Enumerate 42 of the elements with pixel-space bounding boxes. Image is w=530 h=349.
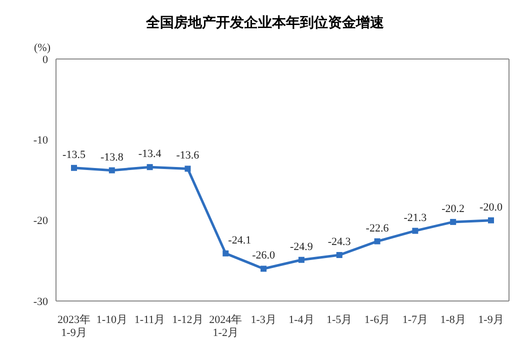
x-tick-label: 1-3月 [250,314,276,326]
point [412,228,418,234]
point [450,218,456,225]
y-axis-title: (%) [34,42,50,54]
x-tick-label: 1-4月 [288,314,314,326]
x-tick-label: 1-6月 [364,314,390,326]
point [108,167,115,174]
y-tick-label: 0 [42,54,48,66]
data-label: -13.4 [138,148,162,160]
data-label: -26.0 [252,250,276,262]
chart-title: 全国房地产开发企业本年到位资金增速 [145,14,385,33]
data-label: -24.1 [228,234,252,246]
point [222,250,229,256]
point [184,166,191,172]
data-label: -24.3 [328,236,352,248]
point [374,238,380,244]
data-label: -21.3 [404,212,428,224]
data-label: -13.6 [176,150,200,162]
point [146,164,153,170]
point [488,217,494,224]
x-tick-label: 1-8月 [440,314,466,326]
x-tick-label: 1-7月 [402,314,428,326]
x-tick-label: 1-5月 [326,314,352,326]
x-tick-label: 1-10月 [96,314,128,326]
x-tick-label: 1-11月 [134,314,166,326]
x-tick-label: 2023年 1-9月 [58,314,90,340]
point [298,256,304,263]
point [260,266,267,272]
data-label: -24.9 [290,240,314,253]
data-label: -20.0 [480,201,503,214]
data-label: -13.5 [62,148,86,161]
x-tick-label: 1-9月 [478,314,504,326]
data-label: -20.2 [442,202,465,215]
x-tick-label: 1-12月 [172,314,204,326]
y-tick-label: -20 [33,215,48,228]
y-tick-label: -30 [33,296,48,308]
data-label: -22.6 [366,222,390,234]
point [71,164,77,171]
data-label: -13.8 [100,151,124,164]
point [336,252,342,258]
y-tick-label: -10 [33,134,48,147]
x-tick-label: 2024年 1-2月 [209,314,242,340]
